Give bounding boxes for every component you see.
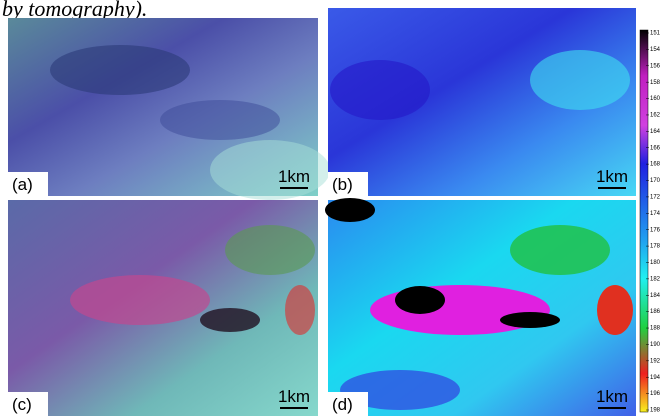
- tick-label: 178: [650, 244, 660, 250]
- colorbar: [640, 30, 648, 412]
- scale-label: 1km: [596, 387, 628, 406]
- panel-label: (b): [332, 175, 353, 194]
- panel-label: (d): [332, 395, 353, 414]
- panel-b: [328, 8, 636, 196]
- tick-label: 186: [650, 309, 660, 315]
- tick-label: 196: [650, 391, 660, 397]
- tick-label: 166: [650, 145, 660, 151]
- tick-label: 194: [650, 375, 660, 381]
- tick-label: 156: [650, 63, 660, 69]
- tick-label: 160: [650, 96, 660, 102]
- scale-label: 1km: [596, 167, 628, 186]
- panel-c: [8, 200, 318, 416]
- tick-label: 192: [650, 358, 660, 364]
- tick-label: 180: [650, 260, 660, 266]
- tick-label: 151: [650, 31, 660, 37]
- panel-label: (c): [12, 395, 32, 414]
- tick-label: 190: [650, 342, 660, 348]
- panel-label: (a): [12, 175, 33, 194]
- tick-label: 158: [650, 80, 660, 86]
- tick-label: 184: [650, 293, 660, 299]
- tick-label: 164: [650, 129, 660, 135]
- tick-label: 154: [650, 47, 660, 53]
- tick-label: 170: [650, 178, 660, 184]
- caption: by tomography).: [2, 0, 147, 21]
- panel-d: [325, 198, 636, 416]
- scale-label: 1km: [278, 387, 310, 406]
- tick-label: 172: [650, 194, 660, 200]
- tick-label: 174: [650, 211, 660, 217]
- scale-label: 1km: [278, 167, 310, 186]
- tick-label: 182: [650, 276, 660, 282]
- tick-label: 188: [650, 326, 660, 332]
- tick-label: 168: [650, 162, 660, 168]
- tick-label: 176: [650, 227, 660, 233]
- tick-label: 198: [650, 408, 660, 414]
- tick-label: 162: [650, 113, 660, 119]
- figure: by tomography). 151 154 156 158 160 162 164 166…: [0, 0, 660, 416]
